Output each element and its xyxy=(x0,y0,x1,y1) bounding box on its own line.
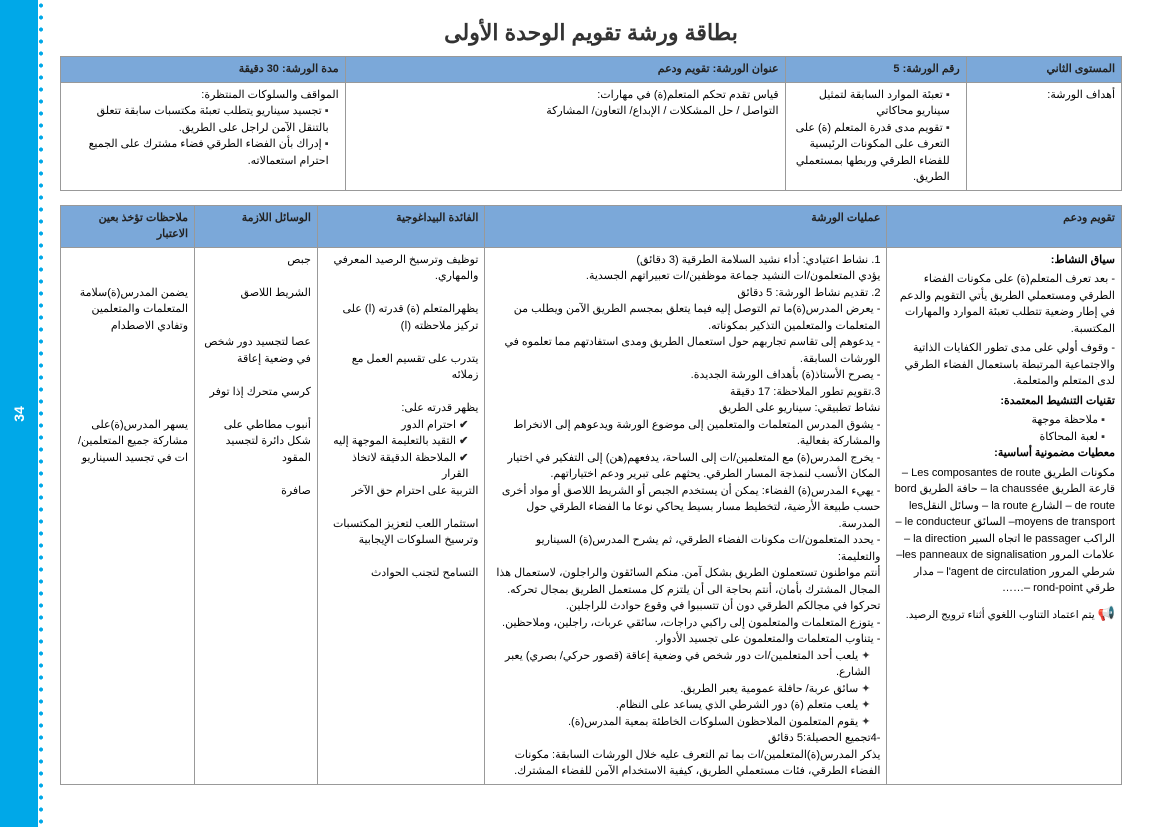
ben: توظيف وترسيخ الرصيد المعرفي والمهاري. xyxy=(324,252,479,285)
op: 1. نشاط اعتيادي: أداء نشيد السلامة الطرق… xyxy=(491,252,880,269)
op: - يتناوب المتعلمات والمتعلمون على تجسيد … xyxy=(491,631,880,648)
op: 2. تقديم نشاط الورشة: 5 دقائق xyxy=(491,285,880,302)
ctx-p2: - وقوف أولي على مدى تطور الكفايات الذاتي… xyxy=(893,340,1115,390)
op: 3.تقويم تطور الملاحظة: 17 دقيقة xyxy=(491,384,880,401)
op: - يحدد المتعلمون/ات مكونات الفضاء الطرقي… xyxy=(491,532,880,565)
ctx-t3: معطيات مضمونية أساسية: xyxy=(893,445,1115,462)
tool: عصا لتجسيد دور شخص في وضعية إعاقة xyxy=(201,334,311,367)
hdr-title: عنوان الورشة: تقويم ودعم xyxy=(345,57,785,83)
goals-col1: تعبئة الموارد السابقة لتمثيل سيناريو محا… xyxy=(785,82,966,190)
hdr-num: رقم الورشة: 5 xyxy=(785,57,966,83)
hdr-level: المستوى الثاني xyxy=(966,57,1121,83)
skills-sub: التواصل / حل المشكلات / الإبداع/ التعاون… xyxy=(352,103,779,120)
ben: التسامح لتجنب الحوادث xyxy=(324,565,479,582)
tools-cell: جبص الشريط اللاصق عصا لتجسيد دور شخص في … xyxy=(195,247,318,784)
ben-chk: الملاحظة الدقيقة لاتخاذ القرار xyxy=(324,450,469,483)
ben: التربية على احترام حق الآخر xyxy=(324,483,479,500)
goal-item: تقويم مدى قدرة المتعلم (ة) على التعرف عل… xyxy=(792,120,950,186)
op: - يشوق المدرس المتعلمات والمتعلمين إلى م… xyxy=(491,417,880,450)
tool: صافرة xyxy=(201,483,311,500)
behav-item: تجسيد سيناريو يتطلب تعبئة مكتسبات سابقة … xyxy=(67,103,329,136)
col-notes: ملاحظات تؤخذ بعين الاعتبار xyxy=(61,205,195,247)
ben-chk: احترام الدور xyxy=(324,417,469,434)
ben: يتدرب على تقسيم العمل مع زملائه xyxy=(324,351,479,384)
tool: كرسي متحرك إذا توفر xyxy=(201,384,311,401)
op: - يصرح الأستاذ(ة) بأهداف الورشة الجديدة. xyxy=(491,367,880,384)
col-tools: الوسائل اللازمة xyxy=(195,205,318,247)
hdr-dur: مدة الورشة: 30 دقيقة xyxy=(61,57,346,83)
header-table: المستوى الثاني رقم الورشة: 5 عنوان الورش… xyxy=(60,56,1122,191)
content-area: بطاقة ورشة تقويم الوحدة الأولى المستوى ا… xyxy=(60,20,1122,785)
ben: يظهر قدرته على: xyxy=(324,400,479,417)
behav-intro: المواقف والسلوكات المنتظرة: xyxy=(67,87,339,104)
op: يذكر المدرس(ة)المتعلمين/ات بما تم التعرف… xyxy=(491,747,880,780)
main-table: تقويم ودعم عمليات الورشة الفائدة البيداغ… xyxy=(60,205,1122,785)
page-number: 34 xyxy=(11,406,27,422)
goal-item: تعبئة الموارد السابقة لتمثيل سيناريو محا… xyxy=(792,87,950,120)
note: يسهر المدرس(ة)على مشاركة جميع المتعلمين/… xyxy=(67,417,188,467)
ctx-t2: تقنيات التنشيط المعتمدة: xyxy=(893,393,1115,410)
context-cell: سياق النشاط: - بعد تعرف المتعلم(ة) على م… xyxy=(887,247,1122,784)
megaphone-icon: 📢 xyxy=(1098,605,1115,621)
note: يضمن المدرس(ة)سلامة المتعلمات والمتعلمين… xyxy=(67,285,188,335)
lang-note: 📢 يتم اعتماد التناوب اللغوي أثناء ترويج … xyxy=(893,603,1115,624)
tech-item: لعبة المحاكاة xyxy=(893,429,1105,446)
col-eval: تقويم ودعم xyxy=(887,205,1122,247)
behav-item: إدراك بأن الفضاء الطرقي فضاء مشترك على ا… xyxy=(67,136,329,169)
page-title: بطاقة ورشة تقويم الوحدة الأولى xyxy=(60,20,1122,46)
tech-item: ملاحظة موجهة xyxy=(893,412,1105,429)
role-item: يلعب أحد المتعلمين/ات دور شخص في وضعية إ… xyxy=(491,648,870,681)
op: - يدعوهم إلى تقاسم تجاربهم حول استعمال ا… xyxy=(491,334,880,367)
ben-chk: التقيد بالتعليمة الموجهة إليه xyxy=(324,433,469,450)
op: - يتوزع المتعلمات والمتعلمون إلى راكبي د… xyxy=(491,615,880,632)
role-item: سائق عربة/ حافلة عمومية يعبر الطريق. xyxy=(491,681,870,698)
op: - يعرض المدرس(ة)ما تم التوصل إليه فيما ي… xyxy=(491,301,880,334)
role-item: يلعب متعلم (ة) دور الشرطي الذي يساعد على… xyxy=(491,697,870,714)
ben-cell: توظيف وترسيخ الرصيد المعرفي والمهاري. يظ… xyxy=(317,247,485,784)
ben: استثمار اللعب لتعزيز المكتسبات وترسيخ ال… xyxy=(324,516,479,549)
col-ben: الفائدة البيداغوجية xyxy=(317,205,485,247)
tool: جبص xyxy=(201,252,311,269)
goals-label: أهداف الورشة: xyxy=(966,82,1121,190)
role-item: يقوم المتعلمون الملاحظون السلوكات الخاطئ… xyxy=(491,714,870,731)
op: يؤدي المتعلمون/ات النشيد جماعة موظفين/ات… xyxy=(491,268,880,285)
tool: أنبوب مطاطي على شكل دائرة لتجسيد المقود xyxy=(201,417,311,467)
ops-cell: 1. نشاط اعتيادي: أداء نشيد السلامة الطرق… xyxy=(485,247,887,784)
ben: يظهرالمتعلم (ة) قدرته (ا) على تركيز ملاح… xyxy=(324,301,479,334)
op: -4تجميع الحصيلة:5 دقائق xyxy=(491,730,880,747)
op: - يهيء المدرس(ة) الفضاء: يمكن أن يستخدم … xyxy=(491,483,880,533)
ctx-p3: مكونات الطريق Les composantes de route –… xyxy=(893,465,1115,597)
ctx-p1: - بعد تعرف المتعلم(ة) على مكونات الفضاء … xyxy=(893,271,1115,337)
skills-intro: قياس تقدم تحكم المتعلم(ة) في مهارات: xyxy=(352,87,779,104)
col-ops: عمليات الورشة xyxy=(485,205,887,247)
op: أنتم مواطنون تستعملون الطريق بشكل آمن. م… xyxy=(491,565,880,615)
op: نشاط تطبيقي: سيناريو على الطريق xyxy=(491,400,880,417)
tool: الشريط اللاصق xyxy=(201,285,311,302)
goals-col3: المواقف والسلوكات المنتظرة: تجسيد سيناري… xyxy=(61,82,346,190)
note-text: يتم اعتماد التناوب اللغوي أثناء ترويج ال… xyxy=(906,609,1095,621)
page-strip: 34 xyxy=(0,0,38,827)
goals-col2: قياس تقدم تحكم المتعلم(ة) في مهارات: الت… xyxy=(345,82,785,190)
op: - يخرج المدرس(ة) مع المتعلمين/ات إلى الس… xyxy=(491,450,880,483)
ctx-t1: سياق النشاط: xyxy=(893,252,1115,269)
notes-cell: يضمن المدرس(ة)سلامة المتعلمات والمتعلمين… xyxy=(61,247,195,784)
